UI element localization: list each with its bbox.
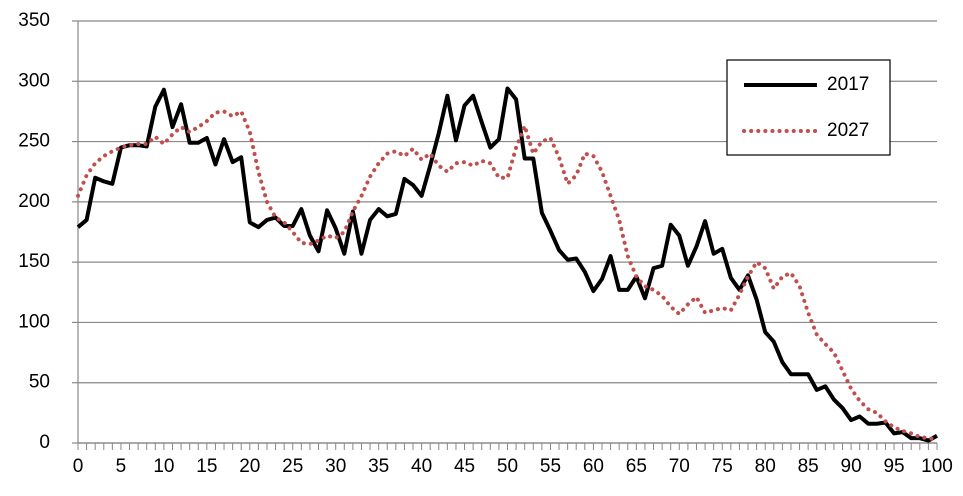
y-tick-label: 0 <box>39 432 50 453</box>
y-tick-label: 50 <box>29 372 50 393</box>
y-tick-label: 150 <box>18 251 50 272</box>
x-tick-label: 100 <box>921 456 953 477</box>
x-tick-label: 50 <box>497 456 518 477</box>
y-tick-label: 300 <box>18 70 50 91</box>
x-tick-label: 25 <box>282 456 303 477</box>
x-tick-label: 15 <box>196 456 217 477</box>
x-tick-label: 75 <box>712 456 733 477</box>
x-tick-label: 45 <box>454 456 475 477</box>
x-tick-label: 55 <box>540 456 561 477</box>
y-tick-label: 350 <box>18 10 50 31</box>
x-tick-label: 90 <box>841 456 862 477</box>
series-line <box>76 86 938 443</box>
series-line <box>76 109 939 442</box>
x-tick-label: 40 <box>411 456 432 477</box>
y-tick-label: 200 <box>18 191 50 212</box>
x-tick-label: 0 <box>73 456 84 477</box>
y-tick-label: 100 <box>18 311 50 332</box>
legend-label: 2027 <box>827 120 869 141</box>
x-tick-label: 10 <box>153 456 174 477</box>
legend-label: 2017 <box>827 74 869 95</box>
legend-box <box>726 59 891 156</box>
x-tick-label: 95 <box>883 456 904 477</box>
x-tick-label: 35 <box>368 456 389 477</box>
x-tick-label: 20 <box>239 456 260 477</box>
y-tick-label: 250 <box>18 131 50 152</box>
x-tick-label: 85 <box>798 456 819 477</box>
x-tick-label: 30 <box>325 456 346 477</box>
x-tick-label: 80 <box>755 456 776 477</box>
x-tick-label: 65 <box>626 456 647 477</box>
x-tick-label: 60 <box>583 456 604 477</box>
x-tick-label: 5 <box>116 456 127 477</box>
x-tick-label: 70 <box>669 456 690 477</box>
